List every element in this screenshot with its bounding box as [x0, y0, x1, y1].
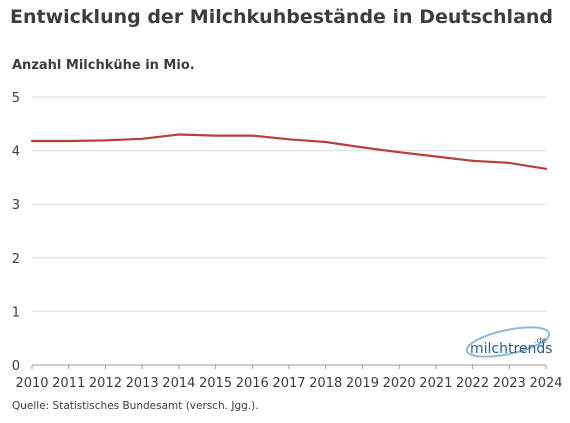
data-point	[177, 133, 180, 136]
data-point	[361, 146, 364, 149]
x-tick-label: 2022	[456, 376, 489, 391]
x-tick-label: 2020	[383, 376, 416, 391]
x-tick-label: 2021	[419, 376, 452, 391]
y-tick-label: 0	[12, 359, 20, 374]
y-axis-label: Anzahl Milchkühe in Mio.	[12, 58, 195, 73]
x-tick-label: 2016	[236, 376, 269, 391]
milchtrends-logo: milchtrends .de	[465, 326, 553, 358]
x-tick-label: 2012	[89, 376, 122, 391]
y-tick-label: 4	[12, 145, 20, 160]
data-point	[214, 134, 217, 137]
source-note: Quelle: Statistisches Bundesamt (versch.…	[12, 400, 259, 412]
data-point	[434, 155, 437, 158]
x-tick-label: 2023	[493, 376, 526, 391]
data-point	[104, 139, 107, 142]
data-point	[251, 134, 254, 137]
x-tick-label: 2014	[162, 376, 195, 391]
x-tick-label: 2017	[272, 376, 305, 391]
data-point	[67, 139, 70, 143]
data-point	[30, 139, 34, 143]
logo-domain: .de	[534, 336, 547, 345]
x-tick-label: 2011	[52, 376, 85, 391]
x-tick-label: 2015	[199, 376, 232, 391]
data-point	[287, 138, 291, 141]
y-tick-label: 5	[12, 91, 20, 106]
x-tick-label: 2010	[15, 376, 48, 391]
y-tick-label: 3	[12, 198, 20, 213]
data-point	[324, 140, 327, 144]
x-tick-label: 2019	[346, 376, 379, 391]
logo-text: milchtrends	[470, 341, 553, 357]
data-point	[471, 159, 474, 162]
y-tick-label: 1	[12, 305, 20, 320]
x-tick-label: 2018	[309, 376, 342, 391]
chart-title: Entwicklung der Milchkuhbestände in Deut…	[10, 6, 554, 28]
x-tick-label: 2013	[126, 376, 159, 391]
data-point	[398, 151, 401, 154]
data-point	[141, 137, 144, 140]
data-point	[544, 167, 548, 170]
data-point	[508, 161, 511, 165]
y-tick-label: 2	[12, 252, 20, 267]
x-tick-label: 2024	[529, 376, 562, 391]
